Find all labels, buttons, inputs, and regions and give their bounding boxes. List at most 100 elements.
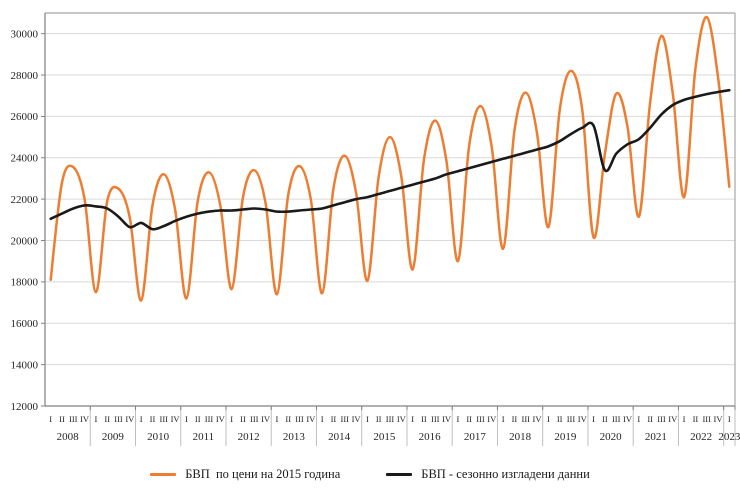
x-axis-year-label: 2008 [57, 431, 80, 443]
x-axis-quarter-label: III [295, 414, 304, 424]
x-axis-quarter-label: I [547, 414, 550, 424]
y-axis: 12000 14000 16000 18000 20000 22000 24000 26000… [11, 28, 45, 413]
x-axis-quarter-label: III [250, 414, 259, 424]
x-axis-quarter-label: IV [125, 414, 135, 424]
x-axis-quarter-label: IV [80, 414, 90, 424]
x-axis-quarter-label: III [702, 414, 711, 424]
y-axis-tick-label: 28000 [11, 70, 39, 82]
x-axis-year-label: 2009 [102, 431, 125, 443]
x-axis-quarter-label: II [59, 414, 65, 424]
x-axis-year-label: 2012 [238, 431, 260, 443]
x-axis-quarter-label: II [240, 414, 246, 424]
x-axis-year-label: 2017 [464, 431, 487, 443]
x-axis-quarter-label: IV [216, 414, 226, 424]
chart-canvas: 12000 14000 16000 18000 20000 22000 24000 26000… [11, 12, 740, 446]
x-axis-quarter-label: IV [487, 414, 497, 424]
x-axis-quarter-label: I [683, 414, 686, 424]
x-axis-quarter-label: III [114, 414, 123, 424]
legend-item-seasonally-adjusted: БВП - сезонно изгладени данни [386, 467, 590, 482]
x-axis-quarter-label: III [612, 414, 621, 424]
x-axis-year-label: 2014 [328, 431, 351, 443]
x-axis-year-label: 2022 [690, 431, 712, 443]
x-axis-quarter-label: II [376, 414, 382, 424]
x-axis-quarter-label: III [386, 414, 395, 424]
legend-label-gdp: БВП по цени на 2015 година [185, 466, 341, 481]
x-axis-year-label: 2015 [373, 431, 396, 443]
x-axis-quarter-label: II [466, 414, 472, 424]
x-axis-quarter-label: III [69, 414, 78, 424]
x-axis-quarter-label: IV [306, 414, 316, 424]
x-axis-quarter-label: IV [442, 414, 452, 424]
x-axis-quarter-label: III [476, 414, 485, 424]
legend-label-seasonally-adjusted: БВП - сезонно изгладени данни [421, 466, 590, 481]
x-axis-quarter-label: II [331, 414, 337, 424]
x-axis-quarter-label: I [94, 414, 97, 424]
x-axis-quarter-label: IV [714, 414, 724, 424]
x-axis-quarter-label: III [521, 414, 530, 424]
y-axis-tick-label: 22000 [11, 194, 39, 206]
legend-item-gdp: БВП по цени на 2015 година [150, 467, 340, 482]
x-axis-year-label: 2018 [509, 431, 532, 443]
chart-legend: БВП по цени на 2015 година БВП - сезонно… [0, 461, 740, 487]
x-axis-quarter-label: III [567, 414, 576, 424]
y-axis-tick-label: 14000 [11, 359, 39, 371]
gridlines [45, 33, 735, 366]
x-axis-quarter-label: II [693, 414, 699, 424]
x-axis-quarter-label: IV [397, 414, 407, 424]
x-axis-quarter-label: II [602, 414, 608, 424]
x-axis-quarter-label: I [49, 414, 52, 424]
gdp-current-prices-line [49, 15, 731, 302]
x-axis-year-label: 2021 [645, 431, 667, 443]
y-axis-tick-label: 18000 [11, 277, 39, 289]
y-axis-tick-label: 16000 [11, 318, 39, 330]
x-axis-year-label: 2010 [147, 431, 170, 443]
x-axis-quarter-label: II [104, 414, 110, 424]
x-axis-quarter-label: III [341, 414, 350, 424]
seasonally-adjusted-line-swatch [386, 472, 413, 476]
x-axis-year-label: 2016 [419, 431, 442, 443]
x-axis-quarter-label: II [421, 414, 427, 424]
x-axis-quarter-label: III [205, 414, 214, 424]
x-axis-quarter-label: IV [261, 414, 271, 424]
y-axis-tick-label: 20000 [11, 235, 39, 247]
plot-frame [44, 12, 736, 407]
x-axis-quarter-label: I [140, 414, 143, 424]
series-lines [49, 15, 731, 302]
x-axis-quarter-label: I [456, 414, 459, 424]
x-axis-year-label: 2020 [600, 431, 623, 443]
x-axis-quarter-label: II [557, 414, 563, 424]
x-axis-quarter-label: I [411, 414, 414, 424]
x-axis-quarter-label: IV [623, 414, 633, 424]
x-axis-quarter-label: III [657, 414, 666, 424]
x-axis-quarter-label: I [366, 414, 369, 424]
x-axis-quarter-label: III [431, 414, 440, 424]
x-axis-quarter-label: IV [668, 414, 678, 424]
x-axis-year-label: 2011 [193, 431, 215, 443]
x-axis-quarter-label: IV [171, 414, 181, 424]
y-axis-tick-label: 24000 [11, 153, 39, 165]
x-axis-quarter-label: I [321, 414, 324, 424]
x-axis-year-label: 2023 [718, 431, 740, 443]
x-axis-quarter-label: II [285, 414, 291, 424]
x-axis-quarter-label: I [592, 414, 595, 424]
x-axis-quarter-label: I [275, 414, 278, 424]
x-axis-year-label: 2019 [554, 431, 577, 443]
x-axis-quarter-label: II [647, 414, 653, 424]
y-axis-tick-label: 12000 [11, 401, 39, 413]
y-axis-tick-label: 26000 [11, 111, 39, 123]
gdp-line-swatch [150, 472, 177, 476]
x-axis-quarter-label: I [185, 414, 188, 424]
x-axis-quarter-label: I [502, 414, 505, 424]
y-axis-tick-label: 30000 [11, 28, 39, 40]
x-axis-quarter-label: II [150, 414, 156, 424]
x-axis-quarter-label: II [195, 414, 201, 424]
x-axis-quarter-label: I [728, 414, 731, 424]
gdp-seasonally-adjusted-line [49, 88, 731, 231]
x-axis-quarter-label: I [230, 414, 233, 424]
x-axis-quarter-label: III [160, 414, 169, 424]
x-axis-quarter-label: IV [533, 414, 543, 424]
x-axis-quarter-label: I [637, 414, 640, 424]
x-axis-year-label: 2013 [283, 431, 306, 443]
